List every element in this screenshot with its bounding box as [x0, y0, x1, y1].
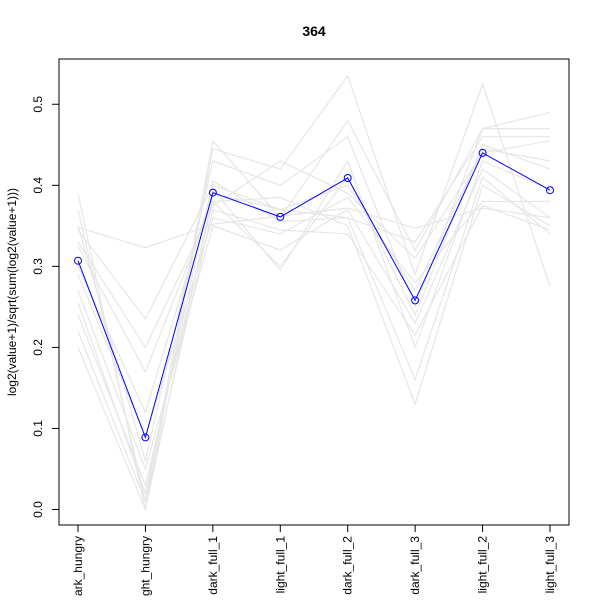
x-tick-label: dark_full_1 — [206, 536, 220, 595]
y-tick-label: 0.3 — [31, 258, 45, 275]
background-series-line — [77, 159, 551, 414]
highlight-point — [343, 174, 352, 182]
y-tick-label: 0.5 — [31, 96, 45, 113]
x-tick-label: dark_full_3 — [408, 536, 422, 595]
highlight-series-group — [74, 148, 554, 442]
x-tick-label: ark_hungry — [71, 536, 85, 596]
highlight-point — [276, 212, 285, 221]
background-series-group — [77, 74, 551, 512]
highlight-point — [141, 433, 150, 442]
background-series-line — [77, 111, 551, 462]
background-series-line — [77, 140, 551, 349]
highlight-series-line — [77, 152, 551, 440]
y-tick-label: 0.1 — [31, 420, 45, 437]
y-tick-label: 0.4 — [31, 177, 45, 194]
highlight-point — [546, 186, 554, 195]
background-series-line — [77, 168, 551, 471]
x-tick-label: light_full_2 — [476, 536, 490, 594]
chart-title: 364 — [302, 23, 326, 39]
y-axis-label: log2(value+1)/sqrt(sum(log2(value+1))) — [5, 188, 19, 396]
background-series-line — [77, 74, 551, 510]
y-axis: 0.0 0.1 0.2 0.3 0.4 0.5 — [31, 96, 60, 518]
background-series-line — [77, 204, 551, 504]
highlight-point — [411, 296, 420, 305]
x-tick-label: light_full_1 — [273, 536, 287, 594]
background-series-line — [77, 136, 550, 321]
x-tick-label: dark_full_2 — [341, 536, 355, 595]
x-axis: ark_hungry ght_hungry dark_full_1 light_ful… — [71, 524, 557, 596]
x-tick-label: ght_hungry — [138, 536, 152, 596]
background-series-line — [77, 207, 551, 249]
background-series-line — [77, 144, 551, 374]
highlight-point — [208, 188, 217, 197]
y-tick-label: 0.0 — [31, 501, 45, 518]
highlight-point — [74, 256, 82, 265]
x-tick-label: light_full_3 — [543, 536, 557, 594]
highlight-point — [478, 148, 487, 157]
y-tick-label: 0.2 — [31, 339, 45, 356]
background-series-line — [77, 196, 550, 439]
